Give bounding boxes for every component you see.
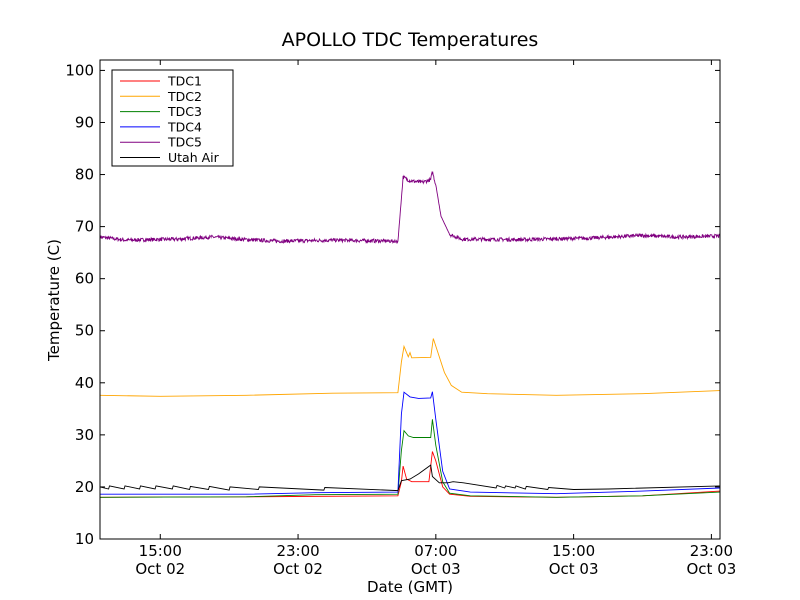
y-tick-label: 90 bbox=[75, 113, 94, 131]
series-line-tdc2 bbox=[99, 338, 721, 397]
x-tick-label-time: 15:00 bbox=[552, 542, 595, 560]
legend-label: TDC4 bbox=[167, 119, 202, 134]
y-tick-label: 50 bbox=[75, 322, 94, 340]
x-tick-label-date: Oct 02 bbox=[273, 560, 323, 578]
y-tick-label: 100 bbox=[65, 61, 94, 79]
x-tick-label-date: Oct 02 bbox=[135, 560, 185, 578]
plot-frame bbox=[99, 59, 721, 540]
y-tick-label: 40 bbox=[75, 374, 94, 392]
y-tick-label: 20 bbox=[75, 478, 94, 496]
x-tick-label-date: Oct 03 bbox=[411, 560, 461, 578]
y-tick-label: 70 bbox=[75, 218, 94, 236]
x-tick-label-time: 07:00 bbox=[414, 542, 457, 560]
x-tick-label-time: 23:00 bbox=[276, 542, 319, 560]
legend-label: Utah Air bbox=[168, 150, 220, 165]
y-tick-label: 60 bbox=[75, 270, 94, 288]
y-tick-label: 80 bbox=[75, 166, 94, 184]
x-tick-label-date: Oct 03 bbox=[549, 560, 599, 578]
y-tick-label: 10 bbox=[75, 530, 94, 548]
legend-label: TDC1 bbox=[167, 74, 202, 89]
series-line-tdc3 bbox=[99, 419, 721, 498]
x-tick-label-time: 15:00 bbox=[139, 542, 182, 560]
legend-label: TDC5 bbox=[167, 135, 202, 150]
y-tick-label: 30 bbox=[75, 426, 94, 444]
x-tick-label-date: Oct 03 bbox=[686, 560, 736, 578]
legend-box bbox=[111, 69, 234, 167]
legend-label: TDC2 bbox=[167, 89, 202, 104]
legend-label: TDC3 bbox=[167, 104, 202, 119]
series-line-tdc4 bbox=[100, 391, 721, 495]
series-line-tdc5 bbox=[99, 170, 721, 245]
y-axis-label: Temperature (C) bbox=[45, 239, 63, 362]
series-line-utah-air bbox=[99, 464, 721, 492]
x-axis-label: Date (GMT) bbox=[367, 578, 453, 596]
series-line-tdc1 bbox=[99, 451, 721, 498]
x-tick-label-time: 23:00 bbox=[690, 542, 733, 560]
chart-title: APOLLO TDC Temperatures bbox=[282, 29, 539, 51]
